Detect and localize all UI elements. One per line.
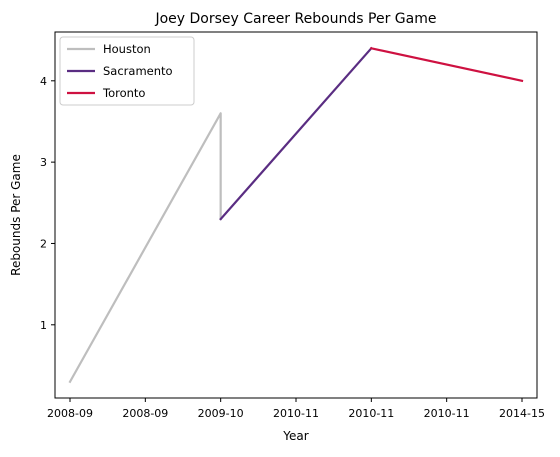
series-line-houston	[68, 112, 222, 384]
series-line-toronto	[370, 46, 524, 83]
x-tick-label: 2010-11	[273, 407, 319, 420]
chart-title: Joey Dorsey Career Rebounds Per Game	[154, 11, 436, 27]
x-tick-label: 2008-09	[47, 407, 93, 420]
y-tick-label: 2	[40, 237, 47, 250]
legend: Houston Sacramento Toronto	[59, 36, 195, 106]
legend-label-sacramento: Sacramento	[103, 64, 173, 78]
x-tick-label: 2008-09	[122, 407, 168, 420]
x-tick-label: 2010-11	[348, 407, 394, 420]
plot-area: 2008-09 2008-09 2009-10 2010-11 2010-11 2010-…	[40, 31, 545, 420]
y-tick-label: 4	[40, 75, 47, 88]
y-tick-label: 3	[40, 156, 47, 169]
y-tick-label: 1	[40, 319, 47, 332]
x-tick-label: 2010-11	[424, 407, 470, 420]
x-tick-label: 2014-15	[499, 407, 545, 420]
series-line-sacramento	[219, 46, 373, 221]
legend-label-toronto: Toronto	[102, 86, 145, 100]
legend-box	[59, 36, 195, 106]
x-axis-label: Year	[282, 429, 308, 443]
y-axis-label: Rebounds Per Game	[9, 154, 23, 276]
x-tick-label: 2009-10	[198, 407, 244, 420]
legend-label-houston: Houston	[103, 42, 151, 56]
